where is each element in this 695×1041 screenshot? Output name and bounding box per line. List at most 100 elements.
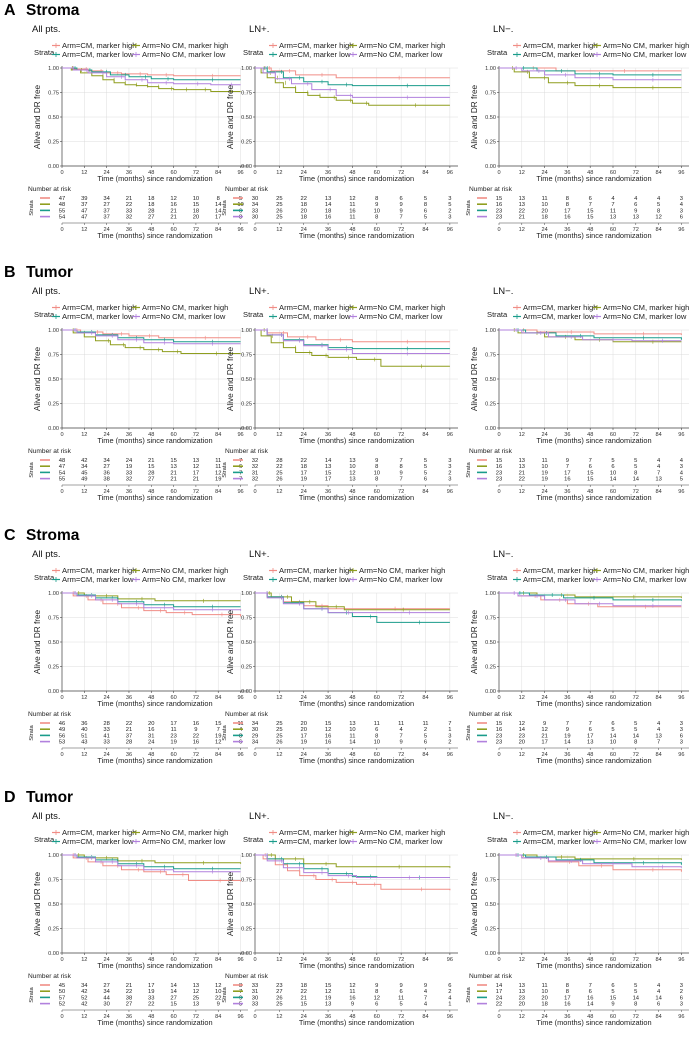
x-tick-label: 0 [253, 432, 256, 438]
risk-count: 14 [170, 989, 177, 995]
risk-x-tick-label: 84 [215, 1014, 221, 1020]
risk-count: 5 [634, 989, 637, 995]
risk-count: 11 [215, 464, 221, 470]
risk-x-tick-label: 0 [497, 489, 500, 495]
risk-count: 12 [215, 740, 221, 746]
risk-count: 11 [398, 995, 404, 1001]
risk-x-tick-label: 72 [398, 227, 404, 233]
risk-count: 4 [239, 727, 243, 733]
risk-count: 16 [564, 1002, 570, 1008]
risk-count: 13 [519, 464, 525, 470]
risk-x-tick-label: 72 [633, 227, 639, 233]
risk-count: 5 [424, 215, 427, 221]
legend-item: Arm=No CM, marker low [359, 50, 443, 59]
y-tick-label: 1.00 [485, 66, 496, 72]
x-tick-label: 24 [301, 957, 307, 963]
risk-x-tick-label: 24 [104, 227, 110, 233]
risk-x-axis-label: Time (months) since randomization [97, 231, 212, 240]
subplot-ln-pos: LN+. Strata Arm=CM, marker high Arm=No CM, … [222, 811, 458, 1027]
risk-count: 13 [325, 464, 331, 470]
risk-x-tick-label: 36 [325, 489, 331, 495]
risk-count: 8 [375, 464, 378, 470]
y-tick-label: 0.50 [485, 640, 496, 646]
risk-x-tick-label: 48 [148, 489, 154, 495]
risk-count: 37 [103, 215, 109, 221]
risk-count: 12 [349, 983, 355, 989]
risk-count: 30 [252, 196, 258, 202]
risk-count: 9 [194, 727, 197, 733]
risk-count: 42 [81, 458, 87, 464]
risk-count: 8 [634, 470, 637, 476]
y-tick-label: 1.00 [241, 591, 252, 597]
y-tick-label: 0.75 [485, 878, 496, 884]
risk-count: 33 [252, 983, 258, 989]
legend-item: Arm=No CM, marker low [142, 837, 226, 846]
legend-title: Strata [34, 573, 55, 582]
risk-count: 6 [239, 208, 242, 214]
subplot-ln-pos: LN+. Strata Arm=CM, marker high Arm=No CM, … [222, 549, 458, 765]
risk-x-tick-label: 84 [215, 752, 221, 758]
y-tick-label: 1.00 [48, 66, 59, 72]
risk-count: 9 [424, 983, 427, 989]
subplot-label: LN−. [493, 286, 513, 297]
y-axis-label: Alive and DR free [470, 609, 479, 674]
risk-count: 34 [103, 196, 110, 202]
risk-count: 15 [325, 470, 331, 476]
risk-count: 30 [103, 1002, 109, 1008]
km-curve [499, 854, 682, 860]
risk-count: 27 [170, 995, 176, 1001]
risk-count: 6 [375, 727, 378, 733]
risk-count: 14 [610, 477, 617, 483]
subplot-ln-neg: LN−. Strata Arm=CM, marker high Arm=No CM, … [466, 286, 689, 502]
risk-count: 25 [193, 995, 199, 1001]
risk-count: 16 [193, 721, 199, 727]
risk-count: 18 [300, 464, 306, 470]
grid [254, 854, 458, 954]
km-curve [255, 854, 450, 878]
km-curve [255, 329, 450, 367]
risk-count: 16 [325, 733, 331, 739]
legend: Strata Arm=CM, marker high Arm=No CM, mark… [487, 566, 689, 584]
risk-title: Number at risk [225, 448, 269, 455]
risk-count: 17 [541, 740, 547, 746]
y-tick-label: 0.00 [485, 426, 496, 432]
risk-count: 27 [126, 1002, 132, 1008]
risk-count: 6 [239, 740, 242, 746]
risk-count: 5 [611, 458, 614, 464]
risk-count: 10 [541, 464, 547, 470]
risk-x-tick-label: 60 [610, 1014, 616, 1020]
risk-count: 31 [252, 989, 258, 995]
risk-count: 9 [634, 208, 637, 214]
risk-count: 16 [325, 740, 331, 746]
risk-count: 15 [193, 202, 199, 208]
subplot-label: LN−. [493, 549, 513, 560]
risk-x-tick-label: 60 [374, 227, 380, 233]
risk-count: 22 [126, 989, 132, 995]
risk-count: 15 [215, 721, 221, 727]
risk-count: 4 [424, 989, 428, 995]
risk-count: 4 [657, 464, 661, 470]
risk-count: 7 [239, 477, 242, 483]
risk-count: 16 [496, 727, 502, 733]
risk-count: 6 [375, 1002, 378, 1008]
x-tick-label: 36 [126, 957, 132, 963]
risk-count: 19 [215, 733, 221, 739]
risk-count: 7 [424, 995, 427, 1001]
x-tick-label: 96 [447, 695, 453, 701]
legend-title: Strata [34, 48, 55, 57]
x-axis-label: Time (months) since randomization [536, 961, 651, 970]
risk-count: 17 [300, 470, 306, 476]
x-tick-label: 48 [148, 170, 154, 176]
legend-title: Strata [34, 835, 55, 844]
legend-item: Arm=CM, marker high [279, 828, 353, 837]
x-tick-label: 60 [374, 695, 380, 701]
grid [254, 329, 458, 429]
risk-count: 21 [170, 208, 176, 214]
subplot-all: All pts. Strata Arm=CM, marker high Arm=No … [28, 286, 248, 502]
risk-count: 15 [587, 477, 593, 483]
risk-x-tick-label: 72 [398, 489, 404, 495]
risk-count: 11 [349, 989, 355, 995]
legend: Strata Arm=CM, marker high Arm=No CM, mark… [243, 566, 445, 584]
risk-count: 13 [193, 1002, 199, 1008]
